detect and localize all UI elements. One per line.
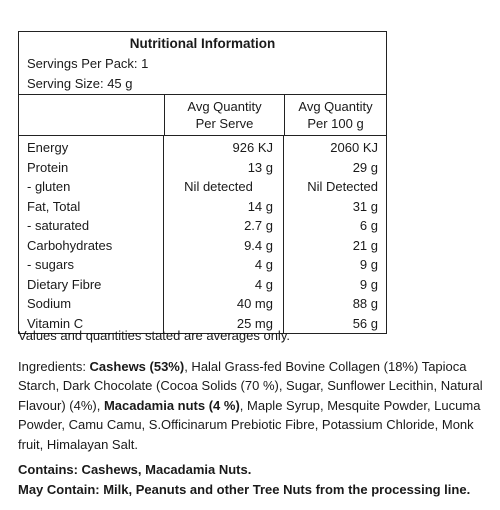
header-per-100g-line2: Per 100 g [307,116,364,131]
nutrient-label: Carbohydrates [27,237,113,253]
nutrient-label: - sugars [27,257,74,272]
per-serve-column: 926 KJ 13 g Nil detected 14 g 2.7 g 9.4 … [164,136,284,333]
per-serve-value: 4 g [254,257,273,272]
allergen-statement: Contains: Cashews, Macadamia Nuts. May C… [18,460,498,500]
per-serve-value: 13 g [247,159,273,175]
per-100g-value: 29 g [352,159,378,175]
per-100g-value: 2060 KJ [330,140,378,155]
nutrition-panel: Nutritional Information Servings Per Pac… [18,31,387,334]
may-contain-line: May Contain: Milk, Peanuts and other Tre… [18,482,471,497]
header-per-serve: Avg Quantity Per Serve [165,95,285,135]
ingredients-part2: , Maple Syrup, Mesquite Powder, Lucuma P… [18,397,481,452]
ingredients-paragraph: Ingredients: Cashews (53%), Halal Grass-… [18,357,488,454]
per-100g-value: 6 g [359,218,378,233]
column-header-row: Avg Quantity Per Serve Avg Quantity Per … [19,94,386,136]
servings-per-pack: Servings Per Pack: 1 [27,56,149,71]
per-serve-value: 9.4 g [244,237,273,253]
per-serve-value: 2.7 g [244,218,273,233]
per-100g-value: Nil Detected [307,179,378,194]
nutrient-label-column: Energy Protein - gluten Fat, Total - sat… [19,136,164,333]
nutrient-label: Vitamin C [27,315,84,331]
nutrient-label: Dietary Fibre [27,276,102,292]
averages-note: Values and quantities stated are average… [18,328,290,343]
nutrient-label: - saturated [27,218,90,233]
contains-line: Contains: Cashews, Macadamia Nuts. [18,462,252,477]
nutrient-label: Energy [27,140,69,155]
per-100g-value: 9 g [359,276,378,292]
header-per-100g-line1: Avg Quantity [298,99,373,114]
header-per-100g: Avg Quantity Per 100 g [285,95,386,135]
header-per-serve-line2: Per Serve [195,116,254,131]
per-serve-value: Nil detected [184,179,253,194]
nutrient-label: - gluten [27,179,71,194]
nutrient-label: Sodium [27,296,72,311]
per-serve-value: 4 g [254,276,273,292]
serving-size: Serving Size: 45 g [27,76,133,91]
header-blank-cell [19,95,165,135]
nutrient-table-body: Energy Protein - gluten Fat, Total - sat… [19,136,386,333]
per-100g-value: 21 g [352,237,378,253]
per-100g-column: 2060 KJ 29 g Nil Detected 31 g 6 g 21 g … [284,136,386,333]
ingredients-prefix: Ingredients: [18,359,90,374]
per-serve-value: 40 mg [236,296,273,311]
ingredient-macadamia: Macadamia nuts (4 %) [103,397,240,413]
ingredients-part1: , Halal Grass-fed Bovine Collagen (18%) … [18,359,483,413]
panel-title: Nutritional Information [129,36,276,51]
per-100g-value: 9 g [359,257,378,272]
per-serve-value: 25 mg [236,315,273,331]
per-serve-value: 926 KJ [232,140,273,155]
nutrient-label: Fat, Total [27,198,81,214]
nutrient-label: Protein [27,159,69,175]
per-100g-value: 56 g [352,315,378,331]
header-per-serve-line1: Avg Quantity [187,99,262,114]
per-100g-value: 88 g [352,296,378,311]
per-serve-value: 14 g [247,198,273,214]
per-100g-value: 31 g [352,198,378,214]
ingredient-cashews: Cashews (53%) [89,359,185,374]
